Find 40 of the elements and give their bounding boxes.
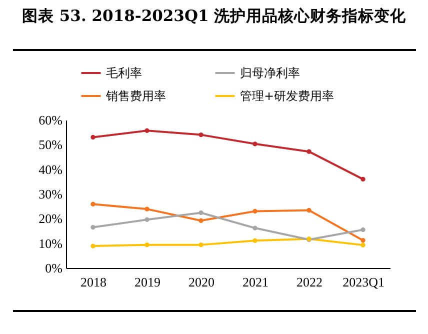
legend-label: 毛利率: [106, 66, 142, 80]
point: [252, 238, 258, 243]
point: [198, 210, 204, 216]
point: [252, 226, 258, 230]
x-tick-label: 2022: [296, 274, 322, 290]
point: [306, 208, 312, 213]
y-tick-label: 60%: [38, 112, 63, 128]
point: [144, 128, 150, 133]
y-tick-label: 20%: [38, 211, 63, 226]
point: [90, 224, 96, 230]
point: [360, 227, 366, 232]
point: [252, 142, 258, 146]
point: [306, 149, 312, 154]
point: [144, 242, 150, 248]
y-tick-label: 0%: [45, 260, 63, 276]
point: [90, 202, 96, 206]
x-tick-label: 2018: [80, 274, 106, 290]
legend-label: 管理+研发费用率: [240, 89, 334, 103]
y-tick-label: 30%: [38, 186, 63, 202]
point: [360, 176, 366, 182]
x-tick-label: 2019: [134, 274, 160, 290]
x-tick-label: 2020: [188, 274, 214, 290]
y-tick-label: 40%: [38, 162, 63, 177]
point: [360, 242, 366, 248]
point: [144, 206, 150, 212]
point: [198, 242, 204, 248]
point: [360, 238, 366, 243]
legend-label: 销售费用率: [105, 89, 166, 103]
point: [198, 218, 204, 223]
point: [90, 244, 96, 248]
point: [198, 132, 204, 138]
y-tick-label: 50%: [38, 137, 63, 152]
point: [252, 208, 258, 214]
legend-label: 归母净利率: [240, 66, 300, 80]
chart-title: 图表 53. 2018-2023Q1 洗护用品核心财务指标变化: [22, 6, 406, 27]
y-tick-label: 10%: [38, 236, 63, 251]
point: [144, 217, 150, 222]
point: [90, 134, 96, 140]
x-tick-label: 2021: [242, 274, 268, 290]
x-tick-label: 2023Q1: [342, 274, 384, 290]
